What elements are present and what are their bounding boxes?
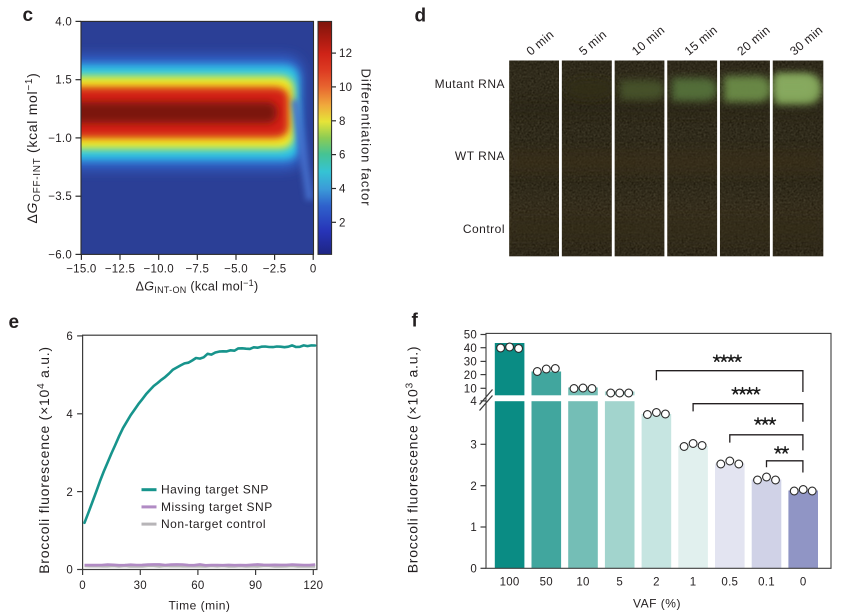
- svg-text:90: 90: [249, 580, 262, 592]
- svg-text:Time (min): Time (min): [169, 598, 231, 612]
- svg-text:Having target SNP: Having target SNP: [161, 483, 269, 497]
- svg-text:Broccoli fluorescence (×104 a.: Broccoli fluorescence (×104 a.u.): [36, 346, 52, 574]
- svg-text:f: f: [412, 311, 419, 332]
- svg-text:8: 8: [339, 116, 346, 128]
- svg-text:4.0: 4.0: [55, 16, 72, 28]
- svg-text:20: 20: [464, 370, 477, 382]
- svg-text:0: 0: [310, 264, 317, 276]
- svg-text:5: 5: [616, 577, 623, 589]
- svg-text:2: 2: [339, 217, 346, 229]
- svg-text:0 min: 0 min: [524, 27, 557, 58]
- svg-text:30: 30: [134, 580, 147, 592]
- svg-text:6: 6: [339, 150, 346, 162]
- svg-text:−12.5: −12.5: [105, 264, 135, 276]
- svg-text:−10.0: −10.0: [144, 264, 174, 276]
- svg-text:Missing target SNP: Missing target SNP: [161, 500, 273, 514]
- svg-text:Differentiation factor: Differentiation factor: [359, 68, 374, 206]
- svg-text:−1.0: −1.0: [48, 133, 72, 145]
- svg-text:20 min: 20 min: [734, 23, 772, 58]
- svg-text:10: 10: [339, 82, 352, 94]
- svg-text:0: 0: [800, 577, 807, 589]
- svg-text:−5.0: −5.0: [224, 264, 248, 276]
- svg-text:VAF (%): VAF (%): [633, 597, 681, 611]
- svg-text:120: 120: [303, 580, 323, 592]
- svg-text:0: 0: [79, 580, 86, 592]
- svg-text:ΔGINT-ON (kcal mol−1): ΔGINT-ON (kcal mol−1): [136, 278, 259, 295]
- svg-text:−3.5: −3.5: [48, 191, 72, 203]
- svg-text:0: 0: [470, 564, 477, 576]
- svg-text:Non-target control: Non-target control: [161, 517, 266, 531]
- svg-text:2: 2: [66, 487, 73, 499]
- svg-text:0: 0: [66, 565, 73, 577]
- svg-text:Broccoli fluorescence (×103 a.: Broccoli fluorescence (×103 a.u.): [405, 346, 421, 574]
- svg-text:−2.5: −2.5: [263, 264, 287, 276]
- svg-text:10: 10: [576, 577, 589, 589]
- svg-text:100: 100: [500, 577, 520, 589]
- svg-text:5 min: 5 min: [576, 27, 609, 58]
- svg-text:40: 40: [464, 343, 477, 355]
- svg-text:1: 1: [690, 577, 697, 589]
- svg-text:c: c: [23, 5, 34, 26]
- svg-text:ΔGOFF-INT (kcal mol−1): ΔGOFF-INT (kcal mol−1): [24, 72, 43, 223]
- svg-text:12: 12: [339, 48, 352, 60]
- svg-text:30 min: 30 min: [787, 23, 825, 58]
- svg-text:0.1: 0.1: [758, 577, 775, 589]
- svg-text:2: 2: [470, 481, 477, 493]
- svg-text:d: d: [415, 6, 427, 27]
- svg-text:6: 6: [66, 331, 73, 343]
- svg-text:−6.0: −6.0: [48, 249, 72, 261]
- svg-text:4: 4: [66, 409, 73, 421]
- svg-text:4: 4: [339, 184, 346, 196]
- svg-text:60: 60: [191, 580, 204, 592]
- svg-text:15 min: 15 min: [682, 23, 720, 58]
- svg-text:4: 4: [470, 396, 477, 408]
- svg-text:10: 10: [464, 384, 477, 396]
- svg-text:e: e: [9, 312, 20, 333]
- svg-text:50: 50: [540, 577, 553, 589]
- svg-text:1.5: 1.5: [55, 75, 72, 87]
- svg-text:−15.0: −15.0: [66, 264, 96, 276]
- svg-text:50: 50: [464, 330, 477, 342]
- svg-text:2: 2: [653, 577, 660, 589]
- svg-text:0.5: 0.5: [721, 577, 738, 589]
- svg-text:10 min: 10 min: [629, 23, 667, 58]
- svg-text:WT RNA: WT RNA: [455, 149, 505, 163]
- svg-text:1: 1: [470, 522, 477, 534]
- svg-text:30: 30: [464, 357, 477, 369]
- svg-text:Control: Control: [463, 222, 505, 236]
- svg-text:−7.5: −7.5: [185, 264, 209, 276]
- svg-text:3: 3: [470, 440, 477, 452]
- svg-text:Mutant RNA: Mutant RNA: [435, 77, 505, 91]
